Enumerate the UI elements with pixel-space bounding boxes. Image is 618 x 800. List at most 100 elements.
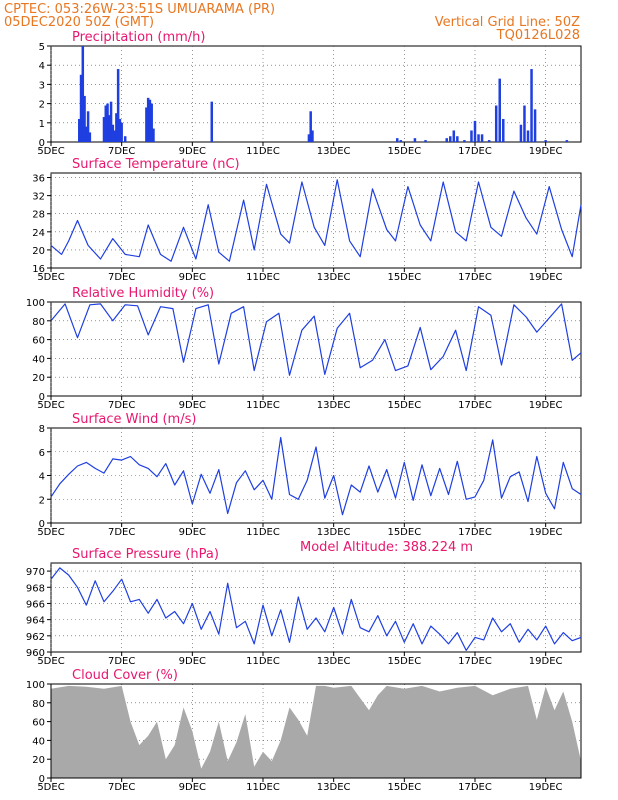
precip-bar [102,117,106,142]
header-model-code: TQ0126L028 [496,28,580,43]
precip-bar [452,130,456,142]
rh-xtick-label: 15DEC [387,400,421,411]
pressure-xtick-label: 19DEC [529,656,563,667]
wind-xtick-label: 15DEC [387,527,421,538]
precip-ytick-label: 5 [39,42,45,53]
precip-xtick-label: 11DEC [246,146,280,157]
pressure-panel: 960 962 964 966 968 970 5DEC 7DEC 9DEC 11DEC 13DEC… [26,547,582,667]
rh-xtick-label: 11DEC [246,400,280,411]
precip-bar [399,140,403,142]
pressure-xtick-label: 7DEC [108,656,135,667]
precip-bar [104,105,108,142]
precip-bar [544,140,547,142]
precip-bar [477,134,480,142]
precip-bar [309,111,312,142]
temp-ytick-label: 32 [32,192,45,203]
rh-ytick-label: 0 [39,392,45,403]
temp-ytick-label: 36 [32,174,45,185]
precip-bar [79,74,83,142]
precip-bar [396,138,399,142]
header-date: 05DEC2020 50Z (GMT) [4,15,154,30]
rh-ytick-label: 40 [32,354,45,365]
precip-panel: 0 1 2 3 4 5 5DEC 7DEC 9DEC 11DEC 13DEC 15DEC 17DEC 19… [37,30,582,157]
rh-xtick-label: 19DEC [529,400,563,411]
pressure-xtick-label: 15DEC [387,656,421,667]
temp-xtick-label: 9DEC [179,272,206,283]
wind-ytick-label: 6 [39,448,45,459]
pressure-ytick-label: 962 [26,632,45,643]
cloud-ytick-label: 100 [26,680,45,691]
precip-bar [523,105,526,142]
temp-xtick-label: 19DEC [529,272,563,283]
temp-ytick-label: 28 [32,210,45,221]
precip-xtick-label: 7DEC [108,146,135,157]
precip-bar [463,140,466,142]
precip-title: Precipitation (mm/h) [72,30,205,45]
pressure-xtick-label: 13DEC [317,656,351,667]
pressure-ytick-label: 970 [26,567,45,578]
precip-bar [113,130,116,142]
wind-ytick-label: 2 [39,495,45,506]
precip-bar [86,111,90,142]
wind-title: Surface Wind (m/s) [72,412,196,427]
wind-xtick-label: 9DEC [179,527,206,538]
cloud-xtick-label: 13DEC [317,782,351,793]
pressure-ytick-label: 968 [26,583,45,594]
precip-bar [108,115,111,142]
pressure-frame [50,562,582,653]
rh-xtick-label: 5DEC [37,400,64,411]
cloud-ytick-label: 80 [32,699,45,710]
rh-series-line [50,303,582,376]
rh-xtick-label: 9DEC [179,400,206,411]
cloud-cover-area [51,685,581,778]
precip-bar [487,140,491,142]
cloud-frame-top [50,683,582,779]
rh-xtick-label: 17DEC [458,400,492,411]
cloud-xtick-label: 15DEC [387,782,421,793]
cloud-ytick-label: 0 [39,774,45,785]
temp-xtick-label: 7DEC [108,272,135,283]
precip-ytick-label: 0 [39,138,45,149]
precip-bar [494,105,498,142]
cloud-ytick-label: 40 [32,736,45,747]
pressure-xtick-label: 9DEC [179,656,206,667]
precip-bar [83,95,86,142]
precip-bar [413,138,417,142]
temp-series-line [50,179,582,262]
precip-bar [78,118,81,142]
precip-bar [146,97,150,142]
cloud-panel: 0 20 40 60 80 100 5DEC 7DEC 9DEC 11DEC 13DEC 15DEC 1… [26,668,582,793]
precip-bar [533,109,537,142]
precip-bar [519,124,523,142]
pressure-series-line [50,567,582,652]
cloud-title: Cloud Cover (%) [72,668,178,683]
pressure-xtick-label: 17DEC [458,656,492,667]
wind-ytick-label: 8 [39,424,45,435]
precip-bar [118,118,122,142]
precip-xtick-label: 17DEC [458,146,492,157]
temp-xtick-label: 13DEC [317,272,351,283]
precip-xtick-label: 19DEC [529,146,563,157]
precip-bar [480,134,484,142]
precip-frame [50,45,582,143]
rh-ytick-label: 100 [26,298,45,309]
header-grid-line: Vertical Grid Line: 50Z [435,15,580,30]
temp-xtick-label: 5DEC [37,272,64,283]
precip-bar [111,124,115,142]
precip-bar [473,120,477,142]
temp-xtick-label: 15DEC [387,272,421,283]
wind-ytick-label: 4 [39,472,45,483]
temp-ytick-label: 16 [32,264,45,275]
precip-ytick-label: 1 [39,119,45,130]
wind-xtick-label: 19DEC [529,527,563,538]
rh-xtick-label: 7DEC [108,400,135,411]
precip-bar [456,136,459,142]
wind-series-line [50,436,582,516]
temp-xtick-label: 11DEC [246,272,280,283]
precip-bar [120,122,123,142]
precip-bar [81,46,85,142]
precip-xtick-label: 13DEC [317,146,351,157]
precip-ytick-label: 3 [39,80,45,91]
precip-xtick-label: 15DEC [387,146,421,157]
